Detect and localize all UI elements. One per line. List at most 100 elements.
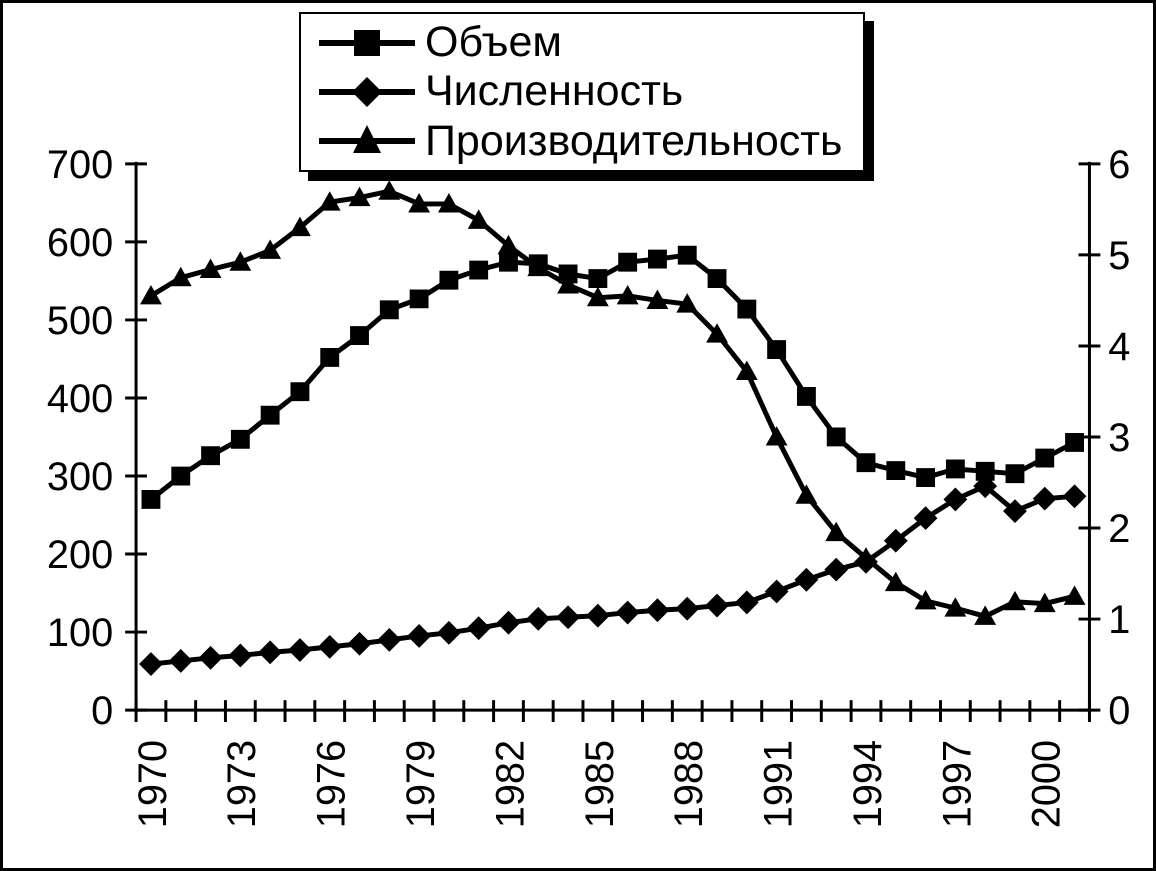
x-axis-year-label: 1991 bbox=[757, 740, 801, 828]
legend-label-headcount: Численность bbox=[425, 67, 684, 116]
triangle-data-marker bbox=[527, 256, 550, 277]
diamond-data-marker bbox=[943, 487, 968, 512]
left-axis-tick-label: 600 bbox=[47, 221, 113, 265]
diamond-data-marker bbox=[675, 596, 700, 621]
x-axis-year-label: 1976 bbox=[310, 740, 354, 828]
square-data-marker bbox=[260, 405, 280, 425]
diamond-data-marker bbox=[377, 627, 402, 652]
square-data-marker bbox=[767, 340, 787, 360]
triangle-data-marker bbox=[974, 605, 997, 625]
series-line bbox=[149, 252, 1076, 502]
diamond-data-marker bbox=[496, 610, 521, 635]
diamond-data-marker bbox=[228, 643, 253, 668]
left-axis-tick-label: 0 bbox=[91, 689, 113, 733]
diamond-data-marker bbox=[705, 593, 729, 618]
x-axis-year-label: 1973 bbox=[220, 740, 264, 828]
right-axis-tick-label: 4 bbox=[1108, 325, 1130, 369]
triangle-data-marker bbox=[914, 589, 937, 610]
series-triangle-productivity bbox=[140, 180, 1086, 625]
left-axis-tick-label: 300 bbox=[47, 455, 113, 499]
right-axis-tick-label: 5 bbox=[1108, 234, 1130, 278]
triangle-data-marker bbox=[795, 484, 818, 504]
square-data-marker bbox=[916, 468, 936, 487]
series-diamond-headcount bbox=[139, 474, 1087, 676]
left-axis-tick-label: 100 bbox=[47, 611, 113, 655]
triangle-data-marker bbox=[229, 251, 252, 271]
diamond-data-marker bbox=[258, 640, 283, 665]
triangle-data-marker bbox=[557, 274, 579, 294]
triangle-data-marker bbox=[289, 216, 311, 237]
left-axis-tick-label: 500 bbox=[47, 299, 113, 343]
triangle-data-marker bbox=[259, 239, 282, 259]
triangle-data-marker bbox=[1004, 590, 1026, 611]
square-data-marker bbox=[1035, 448, 1055, 468]
square-data-marker bbox=[796, 386, 816, 406]
diamond-data-marker bbox=[764, 579, 789, 604]
square-data-marker bbox=[379, 300, 399, 320]
x-axis-year-label: 1985 bbox=[578, 740, 622, 828]
square-data-marker bbox=[677, 245, 697, 265]
x-axis-year-label: 1979 bbox=[399, 740, 443, 828]
right-axis-tick-label: 1 bbox=[1108, 598, 1130, 642]
square-marker-icon bbox=[319, 29, 415, 56]
square-data-marker bbox=[141, 489, 161, 509]
triangle-data-marker bbox=[437, 193, 460, 213]
diamond-data-marker bbox=[734, 590, 759, 615]
triangle-data-marker bbox=[646, 289, 669, 309]
square-data-marker bbox=[439, 270, 459, 290]
legend-label-productivity: Производительность bbox=[425, 116, 843, 165]
diamond-data-marker bbox=[794, 567, 819, 592]
diamond-data-marker bbox=[1032, 486, 1057, 511]
left-axis-tick-label: 700 bbox=[47, 143, 113, 187]
diamond-data-marker bbox=[288, 638, 312, 662]
square-data-marker bbox=[648, 249, 667, 269]
diamond-data-marker bbox=[526, 606, 551, 631]
x-axis-year-label: 1997 bbox=[935, 740, 979, 828]
triangle-data-marker bbox=[467, 209, 490, 229]
diamond-data-marker bbox=[436, 620, 461, 645]
square-data-marker bbox=[320, 347, 340, 367]
triangle-data-marker bbox=[616, 284, 639, 305]
legend-item-volume: Объем bbox=[317, 19, 859, 67]
square-data-marker bbox=[290, 382, 310, 402]
triangle-data-marker bbox=[586, 286, 609, 307]
square-data-marker bbox=[499, 252, 518, 272]
line-chart-canvas: 0 100 200 300 400 500 600 700 0 1 2 3 4 5 6 1970 1973 197… bbox=[47, 143, 1130, 828]
triangle-data-marker bbox=[140, 284, 162, 305]
legend-label-volume: Объем bbox=[425, 18, 562, 67]
series-square-volume bbox=[141, 245, 1084, 509]
triangle-data-marker bbox=[348, 186, 371, 207]
triangle-data-marker bbox=[855, 547, 877, 567]
triangle-data-marker bbox=[169, 266, 192, 287]
x-axis-year-label: 2000 bbox=[1025, 740, 1069, 828]
square-data-marker bbox=[201, 446, 220, 466]
right-axis-tick-label: 2 bbox=[1108, 507, 1130, 551]
square-data-marker bbox=[856, 453, 876, 473]
triangle-data-marker bbox=[408, 193, 431, 213]
diamond-data-marker bbox=[645, 598, 670, 623]
diamond-data-marker bbox=[139, 652, 163, 676]
x-axis-year-label: 1988 bbox=[667, 740, 711, 828]
triangle-data-marker bbox=[378, 180, 401, 200]
square-data-marker bbox=[945, 459, 965, 479]
chart-legend: Объем Численность Производительность bbox=[299, 12, 865, 172]
square-data-marker bbox=[707, 269, 727, 289]
diamond-data-marker bbox=[973, 474, 998, 499]
diamond-data-marker bbox=[824, 557, 849, 582]
diamond-data-marker bbox=[1003, 499, 1027, 524]
diamond-data-marker bbox=[317, 634, 342, 659]
triangle-data-marker bbox=[884, 571, 907, 592]
legend-item-productivity: Производительность bbox=[317, 117, 859, 165]
diamond-data-marker bbox=[883, 528, 908, 553]
diamond-data-marker bbox=[615, 600, 640, 625]
triangle-data-marker bbox=[765, 426, 788, 446]
square-data-marker bbox=[737, 299, 757, 319]
square-data-marker bbox=[230, 429, 250, 449]
right-axis-tick-label: 3 bbox=[1108, 416, 1130, 460]
diamond-data-marker bbox=[168, 649, 193, 673]
square-data-marker bbox=[350, 326, 369, 345]
diamond-data-marker bbox=[407, 624, 432, 648]
diamond-data-marker bbox=[913, 506, 938, 531]
left-axis-tick-label: 200 bbox=[47, 533, 113, 577]
